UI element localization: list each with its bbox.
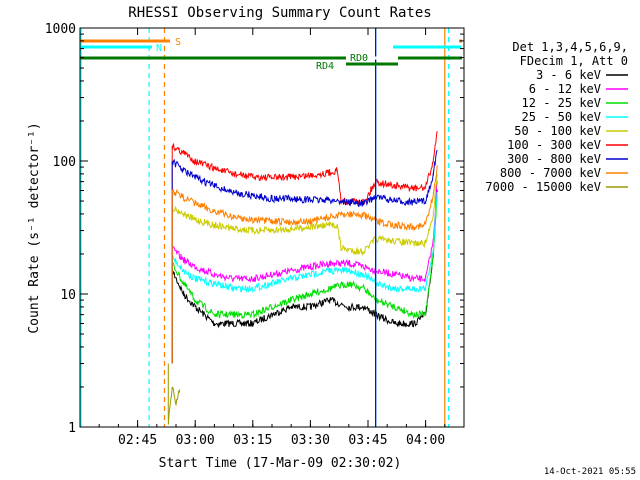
x-tick-label: 03:45 (348, 433, 387, 448)
x-tick-label: 03:30 (291, 433, 330, 448)
series-line-6 (171, 149, 438, 208)
series-line-5 (171, 131, 438, 206)
y-tick-label: 1 (68, 421, 76, 436)
series-line-2 (172, 197, 438, 320)
series-line-7 (171, 164, 438, 231)
x-tick-label: 03:15 (233, 433, 272, 448)
legend-entry-label: 7000 - 15000 keV (485, 180, 601, 194)
y-axis: 1 10 100 1000 (45, 22, 464, 436)
y-tick-label: 10 (60, 288, 76, 303)
y-axis-label: Count Rate (s⁻¹ detector⁻¹) (27, 122, 42, 333)
series-line-1 (171, 180, 438, 283)
x-axis: 02:45 03:00 03:15 03:30 03:45 04:00 (79, 28, 465, 448)
state-label: RD0 (350, 53, 368, 64)
x-tick-label: 04:00 (406, 433, 445, 448)
legend-entry-label: 12 - 25 keV (522, 96, 601, 110)
plot-area (80, 28, 450, 427)
state-label: S (175, 37, 181, 48)
series-line-4 (171, 174, 438, 257)
legend-entry-label: 100 - 300 keV (507, 138, 601, 152)
legend-entry-label: 25 - 50 keV (522, 110, 601, 124)
x-tick-label: 03:00 (176, 433, 215, 448)
series-line-0 (171, 189, 438, 329)
x-tick-label: 02:45 (118, 433, 157, 448)
legend-header-line-2: FDecim 1, Att 0 (520, 54, 628, 68)
generated-timestamp: 14-Oct-2021 05:55 (544, 467, 636, 477)
legend-entry-label: 6 - 12 keV (529, 82, 601, 96)
y-tick-label: 100 (53, 155, 76, 170)
chart-title: RHESSI Observing Summary Count Rates (128, 5, 431, 21)
legend-entry-label: 50 - 100 keV (514, 124, 601, 138)
series-line-8 (167, 386, 181, 425)
legend-entry-label: 300 - 800 keV (507, 152, 601, 166)
y-tick-label: 1000 (45, 22, 76, 37)
state-label: N (156, 43, 162, 54)
legend-entry-label: 800 - 7000 keV (500, 166, 601, 180)
legend: Det 1,3,4,5,6,9, FDecim 1, Att 0 3 - 6 k… (485, 40, 628, 194)
x-axis-label: Start Time (17-Mar-09 02:30:02) (159, 456, 402, 471)
annotation-bars: S N RD4 RD0 (80, 37, 462, 72)
state-label: RD4 (316, 61, 334, 72)
plot-frame (79, 27, 465, 428)
series-line-3 (171, 191, 438, 294)
legend-entry-label: 3 - 6 keV (536, 68, 601, 82)
legend-header-line-1: Det 1,3,4,5,6,9, (512, 40, 628, 54)
